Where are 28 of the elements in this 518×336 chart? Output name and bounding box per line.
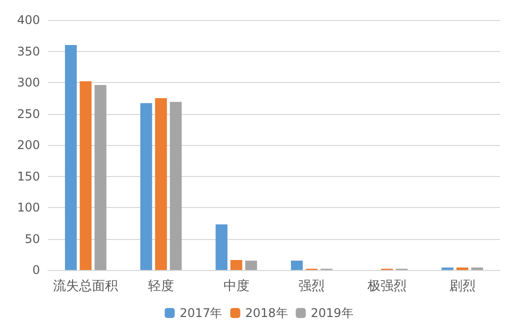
y-tick-label: 250 (17, 106, 40, 121)
bar (155, 98, 167, 270)
x-tick-label: 中度 (223, 278, 250, 294)
y-tick-label: 100 (17, 200, 40, 214)
x-tick-label: 极强烈 (366, 279, 406, 294)
bar (245, 260, 258, 270)
bar (80, 81, 92, 270)
bar (170, 102, 182, 270)
bar (290, 260, 303, 270)
y-tick-label: 350 (17, 44, 40, 58)
y-tick-label: 150 (17, 169, 40, 184)
bar (94, 85, 106, 270)
x-tick-label: 轻度 (148, 278, 174, 294)
legend-label: 2019年 (310, 306, 354, 320)
x-tick-label: 剧烈 (449, 279, 476, 294)
bar (140, 103, 152, 270)
x-tick-label: 强烈 (298, 279, 325, 294)
bar (230, 260, 242, 270)
y-tick-label: 200 (17, 138, 40, 152)
y-tick-label: 0 (32, 263, 40, 277)
y-tick-label: 50 (24, 232, 40, 246)
y-tick-label: 400 (17, 13, 40, 27)
y-tick-label: 300 (17, 76, 40, 90)
legend-label: 2017年 (180, 306, 222, 320)
legend-label: 2018年 (245, 306, 288, 320)
bar (64, 45, 77, 270)
x-tick-label: 流失总面积 (53, 278, 118, 294)
bar (216, 224, 228, 270)
